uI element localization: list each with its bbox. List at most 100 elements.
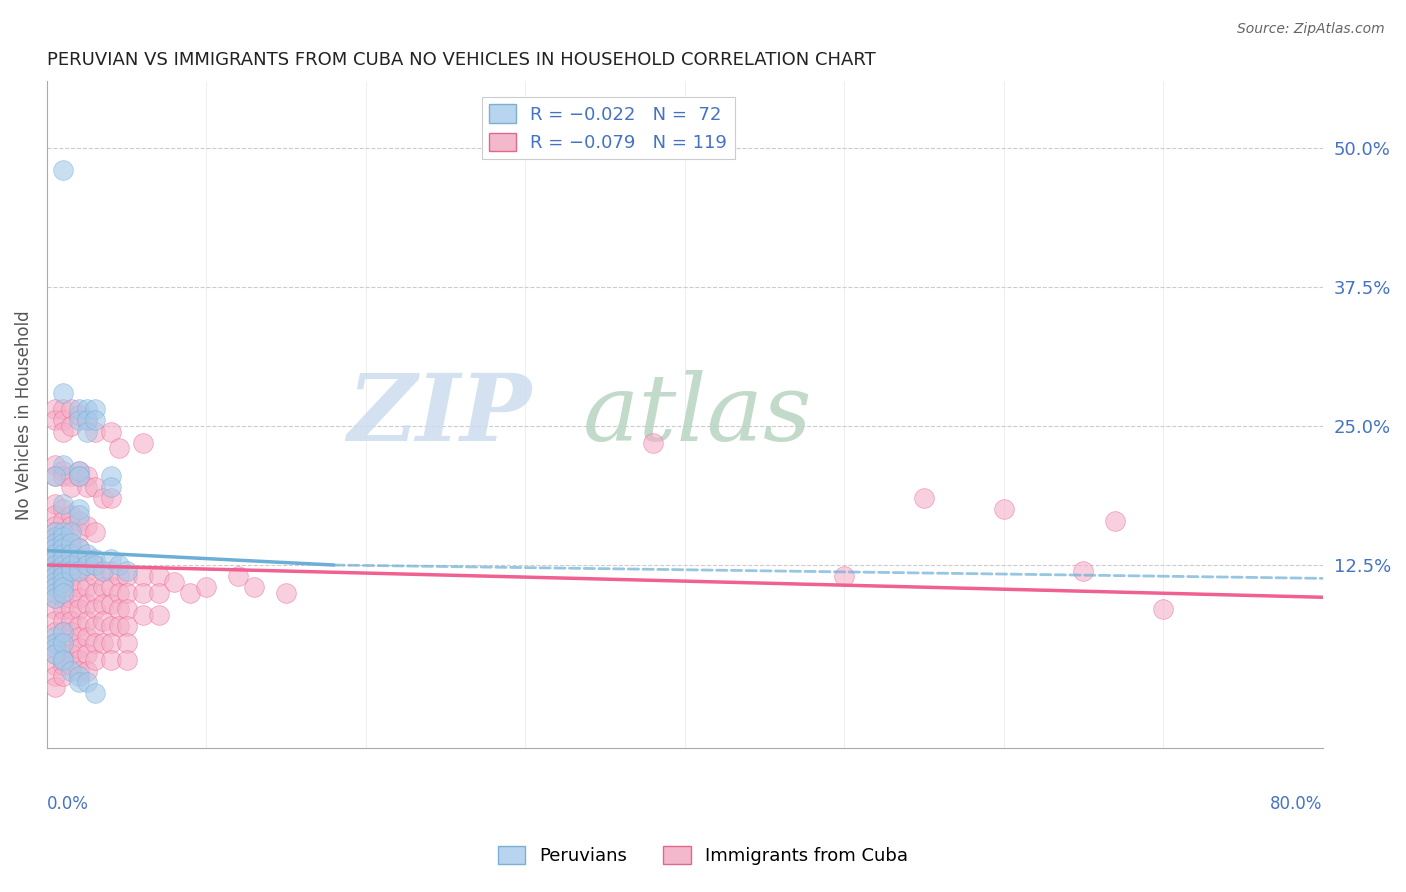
Point (76, 413, 98, 427)
Point (67, 508, 90, 522)
Point (641, 435, 664, 450)
Point (52, 580, 75, 594)
Point (76, 519, 98, 533)
Point (52, 669, 75, 683)
Point (52, 385, 75, 400)
Point (67, 552, 90, 566)
Point (52, 624, 75, 639)
Point (52, 425, 75, 439)
Point (52, 569, 75, 583)
Point (44, 402, 66, 417)
Point (59, 519, 82, 533)
Point (52, 530, 75, 544)
Point (52, 413, 75, 427)
Point (100, 491, 122, 506)
Point (44, 669, 66, 683)
Point (115, 569, 138, 583)
Point (44, 497, 66, 511)
Point (59, 658, 82, 673)
Point (832, 569, 855, 583)
Point (148, 608, 170, 623)
Point (67, 541, 90, 556)
Point (44, 569, 66, 583)
Point (67, 402, 90, 417)
Point (52, 569, 75, 583)
Point (107, 569, 129, 583)
Point (44, 508, 66, 522)
Point (52, 552, 75, 566)
Point (59, 647, 82, 661)
Point (67, 564, 90, 578)
Point (115, 586, 138, 600)
Point (44, 524, 66, 539)
Point (59, 664, 82, 678)
Point (83, 686, 105, 700)
Point (67, 591, 90, 606)
Text: Source: ZipAtlas.com: Source: ZipAtlas.com (1237, 22, 1385, 37)
Point (59, 524, 82, 539)
Point (52, 580, 75, 594)
Point (52, 502, 75, 516)
Point (107, 586, 129, 600)
Point (52, 652, 75, 666)
Point (243, 580, 266, 594)
Point (83, 636, 105, 650)
Point (76, 664, 98, 678)
Point (67, 674, 90, 689)
Point (44, 524, 66, 539)
Point (52, 163, 75, 178)
Point (67, 469, 90, 483)
Point (59, 602, 82, 616)
Point (76, 402, 98, 417)
Point (52, 636, 75, 650)
Point (52, 541, 75, 556)
Legend: Peruvians, Immigrants from Cuba: Peruvians, Immigrants from Cuba (491, 838, 915, 872)
Point (83, 524, 105, 539)
Point (52, 469, 75, 483)
Point (44, 558, 66, 572)
Point (76, 630, 98, 644)
Point (131, 569, 153, 583)
Point (67, 541, 90, 556)
Point (59, 535, 82, 549)
Point (148, 569, 170, 583)
Point (44, 641, 66, 656)
Point (59, 580, 82, 594)
Point (76, 547, 98, 561)
Point (52, 636, 75, 650)
Point (52, 535, 75, 549)
Point (76, 469, 98, 483)
Point (52, 624, 75, 639)
Point (67, 408, 90, 422)
Point (44, 535, 66, 549)
Point (67, 463, 90, 477)
Point (107, 442, 129, 456)
Point (67, 502, 90, 516)
Point (76, 425, 98, 439)
Point (52, 514, 75, 528)
Point (76, 413, 98, 427)
Point (76, 674, 98, 689)
Point (44, 564, 66, 578)
Point (83, 619, 105, 633)
Point (83, 652, 105, 666)
Point (76, 597, 98, 611)
Point (67, 664, 90, 678)
Point (52, 647, 75, 661)
Point (44, 469, 66, 483)
Point (52, 614, 75, 628)
Point (163, 574, 186, 589)
Point (67, 602, 90, 616)
Point (107, 558, 129, 572)
Point (76, 558, 98, 572)
Point (83, 402, 105, 417)
Point (52, 458, 75, 472)
Point (1073, 564, 1095, 578)
Point (91, 564, 114, 578)
Point (100, 636, 122, 650)
Point (44, 541, 66, 556)
Point (59, 469, 82, 483)
Point (52, 402, 75, 417)
Point (44, 547, 66, 561)
Point (44, 681, 66, 695)
